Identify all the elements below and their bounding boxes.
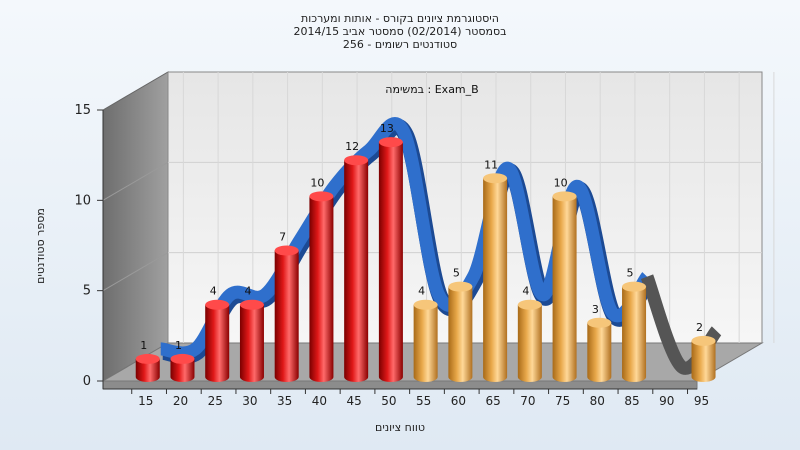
bar-60 [448, 281, 473, 382]
x-tick-label-65: 65 [485, 394, 500, 408]
bar-15 [135, 353, 160, 382]
bar-85 [622, 281, 647, 382]
x-tick-label-95: 95 [694, 394, 709, 408]
bar-top-85 [622, 281, 647, 292]
data-label-75: 10 [554, 176, 568, 189]
y-tick-label-15: 15 [74, 103, 91, 118]
bar-55 [413, 299, 438, 382]
data-label-20: 1 [175, 339, 182, 352]
data-label-65: 11 [484, 158, 498, 171]
data-label-15: 1 [140, 339, 147, 352]
x-tick-label-30: 30 [242, 394, 257, 408]
data-label-40: 10 [310, 176, 324, 189]
grid-line-side [102, 252, 169, 292]
bar-75 [552, 191, 577, 382]
bar-body-65 [483, 178, 508, 382]
chart-side-wall [102, 71, 169, 382]
bar-body-75 [552, 196, 577, 382]
chart-subtitle: במשימה : Exam_B [385, 83, 478, 96]
x-tick-label-40: 40 [312, 394, 327, 408]
bar-top-40 [309, 191, 334, 202]
bar-top-30 [239, 299, 264, 310]
chart-title-line-2: בסמסטר (02/2014) סמסטר אביב 2014/15 [293, 25, 507, 38]
chart-title-line-1: היסטוגרמת ציונים בקורס - אותות ומערכות [301, 12, 499, 25]
x-tick-label-25: 25 [208, 394, 223, 408]
data-label-95: 2 [696, 321, 703, 334]
x-tick-label-85: 85 [624, 394, 639, 408]
bar-40 [309, 191, 334, 382]
bar-body-20 [170, 358, 195, 382]
grid-line-side [102, 161, 169, 201]
bar-top-45 [344, 155, 369, 166]
bar-body-70 [517, 304, 542, 382]
data-label-80: 3 [592, 303, 599, 316]
bar-body-15 [135, 358, 160, 382]
bar-top-55 [413, 299, 438, 310]
bar-top-20 [170, 353, 195, 364]
y-tick-label-0: 0 [83, 374, 91, 389]
bar-body-60 [448, 286, 473, 382]
bar-body-30 [239, 304, 264, 382]
x-tick-label-70: 70 [520, 394, 535, 408]
bar-50 [378, 137, 403, 382]
bar-top-60 [448, 281, 473, 292]
x-tick-label-15: 15 [138, 394, 153, 408]
x-tick-label-60: 60 [451, 394, 466, 408]
data-label-30: 4 [244, 285, 251, 298]
y-axis-label: מספר סטודנטים [34, 208, 47, 284]
bar-body-50 [378, 142, 403, 382]
data-label-85: 5 [627, 267, 634, 280]
bar-35 [274, 245, 299, 382]
bar-body-55 [413, 304, 438, 382]
bar-30 [239, 299, 264, 382]
data-label-60: 5 [453, 267, 460, 280]
data-label-70: 4 [522, 285, 529, 298]
bar-70 [517, 299, 542, 382]
chart-title-line-3: סטודנטים רשומים - 256 [342, 38, 458, 51]
bar-top-50 [378, 137, 403, 148]
bar-body-80 [587, 322, 612, 382]
data-label-55: 4 [418, 285, 425, 298]
bar-top-25 [205, 299, 230, 310]
bar-20 [170, 353, 195, 382]
y-tick-label-5: 5 [83, 284, 91, 299]
data-label-35: 7 [279, 231, 286, 244]
data-label-45: 12 [345, 140, 359, 153]
x-tick-label-90: 90 [659, 394, 674, 408]
x-tick-label-50: 50 [381, 394, 396, 408]
bar-body-45 [344, 160, 369, 382]
chart-floor-front [102, 380, 698, 390]
bar-95 [691, 335, 716, 382]
bar-45 [344, 155, 369, 382]
bar-body-40 [309, 196, 334, 382]
bar-body-85 [622, 286, 647, 382]
x-tick-label-20: 20 [173, 394, 188, 408]
bar-25 [205, 299, 230, 382]
bar-body-95 [691, 340, 716, 382]
data-label-50: 13 [380, 122, 394, 135]
bar-top-75 [552, 191, 577, 202]
bar-body-25 [205, 304, 230, 382]
x-tick-label-45: 45 [347, 394, 362, 408]
x-tick-label-75: 75 [555, 394, 570, 408]
bar-top-95 [691, 335, 716, 346]
bar-top-65 [483, 173, 508, 184]
x-axis-label: טווח ציונים [375, 421, 425, 434]
x-tick-label-55: 55 [416, 394, 431, 408]
bar-65 [483, 173, 508, 382]
bar-top-35 [274, 245, 299, 256]
bar-80 [587, 317, 612, 382]
x-tick-label-35: 35 [277, 394, 292, 408]
bar-top-70 [517, 299, 542, 310]
x-tick-label-80: 80 [590, 394, 605, 408]
bar-top-15 [135, 353, 160, 364]
bar-body-35 [274, 250, 299, 382]
data-label-25: 4 [210, 285, 217, 298]
y-tick-label-10: 10 [74, 193, 91, 208]
bar-top-80 [587, 317, 612, 328]
